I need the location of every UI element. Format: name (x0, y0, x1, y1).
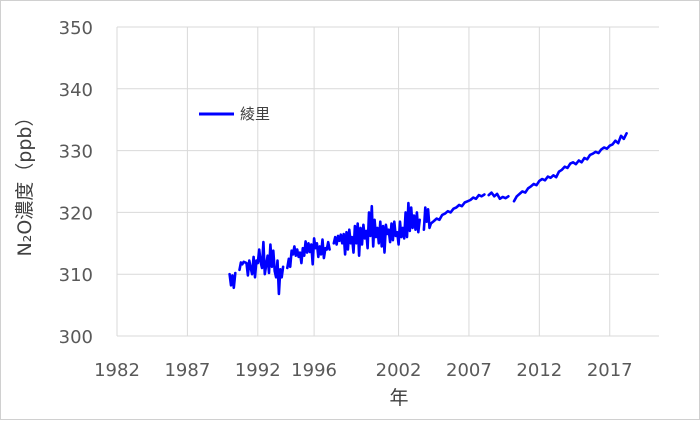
y-tick-label: 350 (59, 18, 93, 39)
x-axis-title: 年 (389, 387, 408, 409)
x-tick-label: 2012 (516, 360, 562, 381)
gridlines (116, 26, 659, 337)
x-tick-labels: 1982 1987 1992 1996 2002 2007 2012 2017 (94, 360, 633, 381)
series-line-segment (422, 193, 486, 231)
series-line-segment (285, 237, 331, 270)
legend: 綾里 (199, 105, 270, 123)
x-tick-label: 1987 (164, 360, 210, 381)
series-line-segment (228, 271, 237, 290)
series-line-segment (512, 132, 628, 203)
series-line-segment (238, 240, 285, 296)
y-tick-labels: 300 310 320 330 340 350 (59, 18, 93, 348)
y-tick-label: 330 (59, 142, 93, 163)
y-tick-label: 320 (59, 203, 93, 224)
series-line-segment (332, 201, 422, 257)
x-tick-label: 1982 (94, 360, 140, 381)
x-tick-label: 2002 (376, 360, 422, 381)
x-tick-label: 2007 (446, 360, 492, 381)
x-tick-label: 2017 (587, 360, 633, 381)
x-tick-label: 1992 (235, 360, 281, 381)
y-tick-label: 340 (59, 80, 93, 101)
series-line-segment (487, 191, 510, 201)
y-axis-title: N₂O濃度（ppb） (14, 108, 36, 257)
y-tick-label: 300 (59, 327, 93, 348)
series-layer (228, 132, 628, 296)
y-tick-label: 310 (59, 265, 93, 286)
legend-label: 綾里 (240, 105, 270, 123)
x-tick-label: 1996 (291, 360, 337, 381)
